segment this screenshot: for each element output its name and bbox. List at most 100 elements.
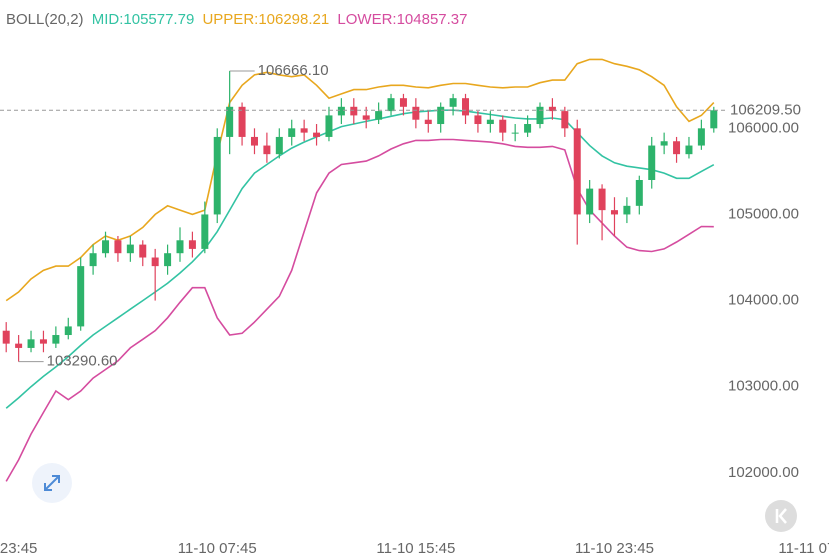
candle-body: [2, 330, 10, 344]
candle: [164, 244, 172, 275]
last-price-label: 106209.50: [730, 101, 801, 118]
candle: [449, 93, 457, 116]
candle: [201, 201, 209, 254]
candle-body: [89, 253, 97, 267]
candle: [52, 326, 60, 348]
candle-body: [52, 335, 60, 344]
candle-body: [275, 136, 283, 155]
candle: [610, 197, 618, 236]
candle-body: [375, 111, 383, 120]
candle: [325, 106, 333, 142]
candle-body: [238, 106, 246, 137]
y-tick-label: 104000.00: [728, 292, 799, 309]
candle: [77, 257, 85, 331]
candle-body: [387, 98, 395, 112]
candle: [536, 102, 544, 129]
candle: [412, 98, 420, 129]
candle-body: [164, 253, 172, 267]
x-tick-label: 11-10 15:45: [376, 540, 455, 557]
x-tick-label: 11-11 07:4: [778, 540, 829, 557]
candle-body: [114, 240, 122, 254]
candle-body: [586, 188, 594, 215]
candle: [300, 119, 308, 142]
candle: [697, 119, 705, 150]
candle: [39, 330, 47, 353]
candle: [486, 111, 494, 133]
candle-body: [474, 115, 482, 125]
candle: [126, 235, 134, 262]
candle-body: [188, 240, 196, 249]
candle-body: [610, 210, 618, 215]
y-tick-label: 102000.00: [728, 464, 799, 481]
candle-body: [660, 141, 668, 146]
band-line: [5, 138, 714, 482]
back-icon[interactable]: [775, 508, 787, 524]
candle-body: [524, 124, 532, 133]
candle: [238, 102, 246, 146]
candle-body: [424, 119, 432, 125]
candle-body: [362, 115, 370, 120]
candle: [437, 102, 445, 133]
candle-body: [412, 106, 420, 120]
candle-body: [337, 106, 345, 116]
legend-lower: LOWER:104857.37: [337, 11, 467, 28]
candle-body: [635, 180, 643, 206]
candle: [64, 317, 72, 340]
candle: [462, 93, 470, 125]
x-tick-label: 11-10 23:45: [575, 540, 654, 557]
candle-body: [548, 106, 556, 112]
candle-body: [263, 145, 271, 155]
candle: [573, 119, 581, 245]
candle: [114, 235, 122, 262]
candle-body: [250, 136, 258, 146]
candle-body: [437, 106, 445, 125]
legend-mid: MID:105577.79: [92, 11, 195, 28]
candle: [275, 128, 283, 159]
candle-body: [710, 110, 718, 129]
candle-body: [102, 240, 110, 254]
candle-body: [151, 257, 159, 267]
candle: [263, 132, 271, 163]
candle-body: [598, 188, 606, 211]
candle: [660, 132, 668, 155]
candle: [424, 111, 432, 133]
candle-body: [648, 145, 656, 180]
candle-body: [15, 343, 23, 348]
candle: [188, 231, 196, 258]
back-to-latest-button[interactable]: [765, 500, 797, 532]
candle: [648, 136, 656, 189]
candle: [673, 136, 681, 163]
expand-button[interactable]: [32, 463, 72, 503]
candle: [561, 106, 569, 137]
band-line: [5, 109, 715, 409]
candle-body: [511, 132, 519, 134]
legend-upper: UPPER:106298.21: [202, 11, 329, 28]
candle-body: [499, 119, 507, 133]
candle-body: [623, 205, 631, 215]
candle: [710, 106, 718, 133]
candle-body: [64, 326, 72, 336]
candle: [474, 111, 482, 133]
y-tick-label: 105000.00: [728, 205, 799, 222]
candle: [586, 180, 594, 224]
candle: [511, 124, 519, 142]
candle-body: [139, 244, 147, 258]
band-line: [5, 58, 715, 302]
y-tick-label: 106000.00: [728, 119, 799, 136]
candle-body: [536, 106, 544, 125]
candle: [548, 98, 556, 120]
candle-body: [201, 214, 209, 249]
extreme-label: 103290.60: [47, 353, 118, 370]
candle: [288, 119, 296, 146]
candle: [375, 102, 383, 125]
candle-body: [561, 111, 569, 129]
candle-body: [27, 339, 35, 348]
candle-body: [39, 339, 47, 344]
candle-body: [226, 106, 234, 137]
candle: [139, 240, 147, 267]
candle-body: [325, 115, 333, 137]
expand-icon[interactable]: [44, 475, 60, 491]
candle-body: [288, 128, 296, 137]
